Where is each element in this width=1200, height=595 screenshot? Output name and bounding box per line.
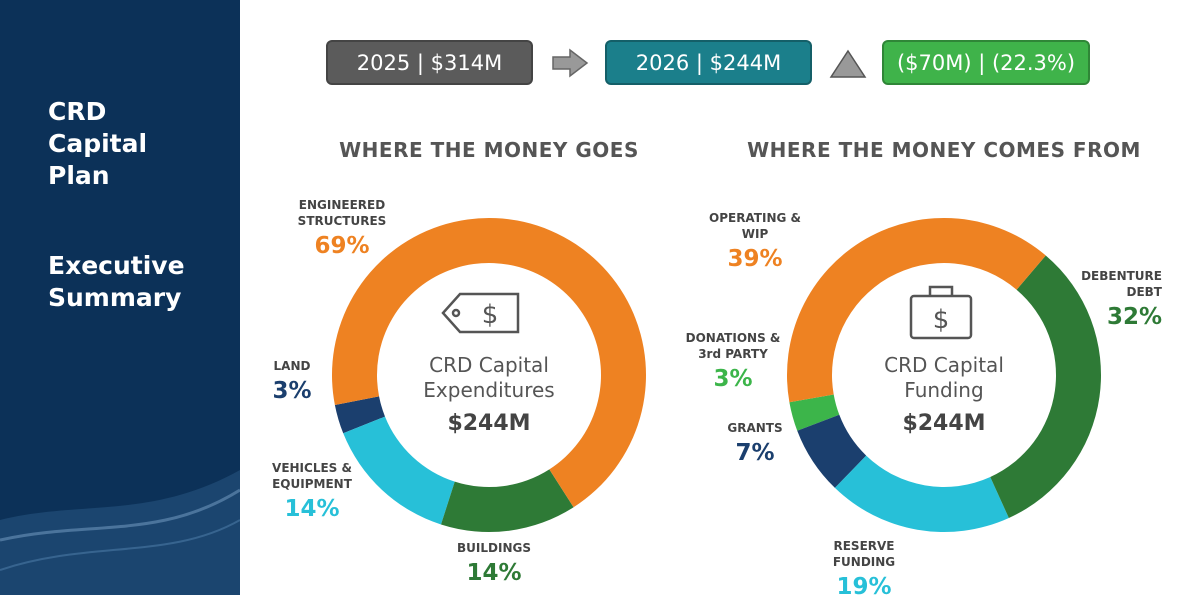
value-label: 14% (284, 496, 340, 522)
donut-slice (990, 255, 1102, 518)
center-value: $244M (447, 411, 531, 436)
slice-label: RESERVE FUNDING 19% (804, 538, 924, 595)
slice-label: BUILDINGS 14% (434, 540, 554, 586)
briefcase-icon: $ (909, 285, 973, 340)
category-label: VEHICLES & EQUIPMENT (272, 461, 352, 491)
donut-slice (789, 394, 840, 431)
slice-label: LAND 3% (232, 358, 352, 404)
center-text: CRD Capital Funding $244M (854, 353, 1034, 436)
category-label: LAND (273, 359, 311, 373)
slice-label: GRANTS 7% (695, 420, 815, 466)
value-label: 3% (713, 366, 753, 392)
center-text: CRD Capital Expenditures $244M (399, 353, 579, 436)
category-label: DEBENTURE DEBT (1081, 269, 1162, 299)
center-label: CRD Capital Funding (884, 353, 1004, 402)
slice-label: DONATIONS & 3rd PARTY 3% (673, 330, 793, 392)
category-label: RESERVE FUNDING (832, 539, 896, 569)
sidebar-title: CRD Capital Plan (48, 97, 148, 190)
category-label: BUILDINGS (457, 541, 531, 555)
slice-label: OPERATING & WIP 39% (695, 210, 815, 272)
wave-decoration (0, 470, 240, 595)
svg-text:$: $ (933, 305, 950, 335)
current-box: 2026 | $244M (605, 40, 812, 85)
donut-slice (343, 416, 455, 525)
category-label: OPERATING & WIP (709, 211, 801, 241)
value-label: 69% (314, 233, 370, 259)
donut-slice (787, 217, 1046, 403)
value-label: 7% (735, 440, 775, 466)
change-box: ($70M) | (22.3%) (882, 40, 1090, 85)
value-label: 14% (466, 560, 522, 586)
donut-slice (834, 455, 1009, 532)
donut-slice (797, 414, 867, 488)
value-label: 39% (727, 246, 783, 272)
tag-icon: $ (441, 292, 520, 334)
sidebar-subtitle: Executive Summary (48, 251, 185, 312)
center-label: CRD Capital Expenditures (423, 353, 555, 402)
sidebar: CRD Capital Plan Executive Summary (0, 0, 240, 595)
category-label: ENGINEERED STRUCTURES (297, 198, 387, 228)
slice-label: ENGINEERED STRUCTURES 69% (282, 197, 402, 259)
donut-slice (441, 469, 574, 532)
slice-label: DEBENTURE DEBT 32% (1052, 268, 1162, 330)
category-label: DONATIONS & 3rd PARTY (685, 331, 781, 361)
chart-title: WHERE THE MONEY COMES FROM (747, 138, 1141, 162)
slice-label: VEHICLES & EQUIPMENT 14% (252, 460, 372, 522)
donut-slice (334, 396, 386, 434)
triangle-icon (829, 49, 867, 78)
previous-box: 2025 | $314M (326, 40, 533, 85)
value-label: 3% (272, 378, 312, 404)
svg-text:$: $ (482, 300, 499, 330)
value-label: 19% (836, 574, 892, 595)
chart-title: WHERE THE MONEY GOES (339, 138, 639, 162)
value-label: 32% (1106, 304, 1162, 330)
category-label: GRANTS (727, 421, 783, 435)
center-value: $244M (902, 411, 986, 436)
donut-slice (332, 218, 647, 508)
arrow-icon (552, 48, 589, 78)
